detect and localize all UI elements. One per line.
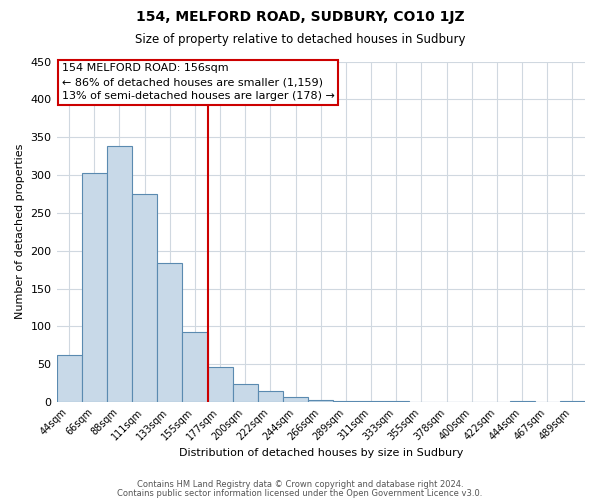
Bar (132, 194, 157, 402)
Bar (182, 332, 208, 402)
Bar (208, 368, 233, 402)
Text: Contains HM Land Registry data © Crown copyright and database right 2024.: Contains HM Land Registry data © Crown c… (137, 480, 463, 489)
Bar (56, 355, 82, 402)
Bar (82, 173, 107, 402)
Text: Contains public sector information licensed under the Open Government Licence v3: Contains public sector information licen… (118, 488, 482, 498)
Bar (157, 263, 182, 402)
Bar (334, 400, 359, 402)
Text: 154 MELFORD ROAD: 156sqm
← 86% of detached houses are smaller (1,159)
13% of sem: 154 MELFORD ROAD: 156sqm ← 86% of detach… (62, 63, 335, 101)
X-axis label: Distribution of detached houses by size in Sudbury: Distribution of detached houses by size … (179, 448, 463, 458)
Bar (308, 400, 334, 402)
Y-axis label: Number of detached properties: Number of detached properties (15, 144, 25, 320)
Text: Size of property relative to detached houses in Sudbury: Size of property relative to detached ho… (135, 32, 465, 46)
Text: 154, MELFORD ROAD, SUDBURY, CO10 1JZ: 154, MELFORD ROAD, SUDBURY, CO10 1JZ (136, 10, 464, 24)
Bar (258, 390, 283, 402)
Bar (283, 397, 308, 402)
Bar (107, 146, 132, 402)
Bar (233, 384, 258, 402)
